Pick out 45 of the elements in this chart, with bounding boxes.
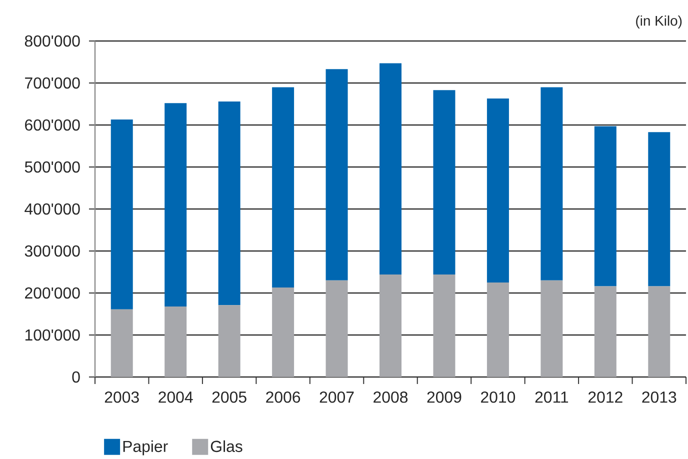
x-tick-label: 2003 <box>104 392 139 403</box>
y-tick-label: 300'000 <box>24 245 80 257</box>
bar <box>433 274 456 377</box>
x-tick-label: 2007 <box>320 392 354 403</box>
x-tick-label: 2004 <box>158 392 193 403</box>
y-axis-title: (in Kilo) <box>636 15 682 28</box>
x-tick-label: 2010 <box>481 392 516 403</box>
bar <box>272 87 294 288</box>
y-tick-label: 100'000 <box>25 329 80 341</box>
y-tick-label: 500'000 <box>24 161 80 173</box>
bar <box>326 69 348 280</box>
bar <box>218 101 240 306</box>
x-tick-label: 2006 <box>266 392 300 403</box>
y-tick-label: 700'000 <box>25 77 80 89</box>
bar <box>218 305 240 377</box>
y-tick-label: 800'000 <box>24 35 80 47</box>
bar <box>380 274 402 377</box>
y-tick-label: 600'000 <box>25 119 80 131</box>
bar <box>540 87 563 280</box>
bar <box>648 132 670 286</box>
legend-label: Papier <box>123 440 168 456</box>
bar <box>594 286 616 377</box>
y-tick-label: 200'000 <box>25 287 80 299</box>
y-tick-label: 0 <box>72 371 80 383</box>
bar <box>486 98 509 282</box>
bar <box>648 286 670 377</box>
bar <box>164 103 187 306</box>
bar <box>326 280 348 377</box>
bar <box>110 120 133 310</box>
bar <box>433 90 456 275</box>
x-tick-label: 2013 <box>642 392 676 403</box>
x-tick-label: 2011 <box>535 392 568 403</box>
legend-label: Glas <box>210 440 242 452</box>
x-tick-label: 2012 <box>588 392 622 403</box>
bar <box>164 306 187 377</box>
bar <box>540 280 563 377</box>
x-tick-label: 2005 <box>212 392 246 403</box>
bar <box>486 282 509 377</box>
bar <box>110 309 133 377</box>
bar <box>594 126 616 286</box>
x-tick-label: 2009 <box>427 392 462 403</box>
x-tick-label: 2008 <box>374 392 408 403</box>
bar <box>380 63 402 275</box>
bar <box>272 288 294 377</box>
y-tick-label: 400'000 <box>24 203 80 215</box>
